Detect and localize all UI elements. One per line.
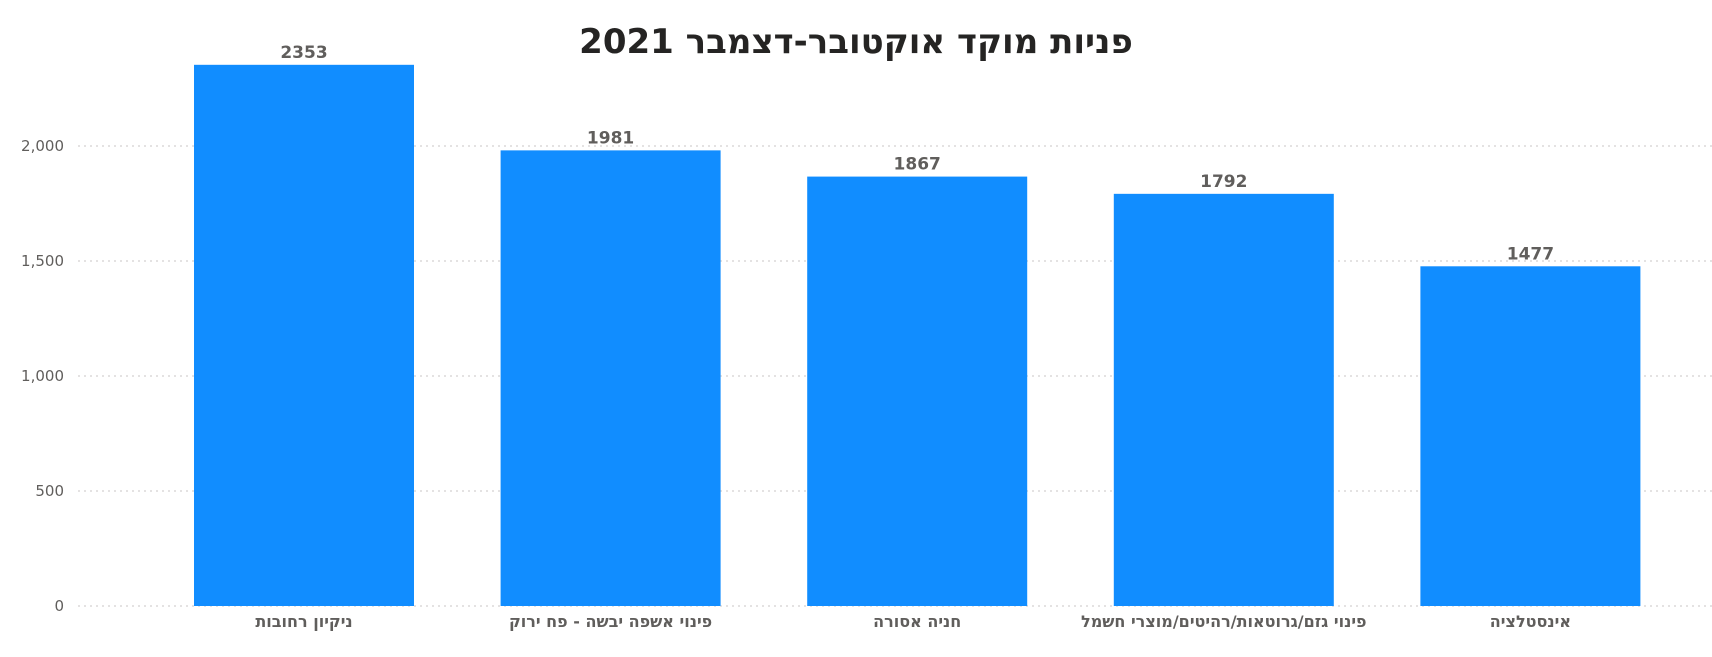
bars	[194, 64, 1641, 606]
y-tick-label: 1,500	[21, 252, 64, 270]
x-category-label: ניקיון רחובות	[255, 612, 352, 631]
x-category-label: אינסטלציה	[1490, 612, 1571, 631]
x-category-label: פינוי אשפה יבשה - פח ירוק	[509, 612, 712, 631]
y-axis-tick-labels: 0 500 1,000 1,500 2,000	[21, 137, 64, 615]
data-labels: 2353 1981 1867 1792 1477	[280, 43, 1554, 264]
category-labels: ניקיון רחובות פינוי אשפה יבשה - פח ירוק חנ…	[255, 612, 1571, 631]
y-tick-label: 2,000	[21, 137, 64, 155]
data-label: 1981	[587, 128, 634, 148]
x-category-label: חניה אסורה	[873, 612, 961, 631]
data-label: 2353	[280, 43, 327, 63]
y-tick-label: 0	[54, 597, 64, 615]
data-label: 1477	[1507, 244, 1554, 264]
chart-title: פניות מוקד אוקטובר-דצמבר 2021	[579, 22, 1133, 62]
bar	[807, 176, 1028, 606]
bar	[194, 64, 414, 606]
bar	[1420, 266, 1641, 606]
y-tick-label: 1,000	[21, 367, 64, 385]
bar	[1113, 193, 1334, 606]
y-tick-label: 500	[35, 482, 64, 500]
data-label: 1792	[1200, 172, 1247, 192]
data-label: 1867	[894, 155, 941, 175]
x-category-label: פינוי גזם/גרוטאות/רהיטים/מוצרי חשמל	[1081, 612, 1367, 631]
bar	[500, 150, 721, 606]
